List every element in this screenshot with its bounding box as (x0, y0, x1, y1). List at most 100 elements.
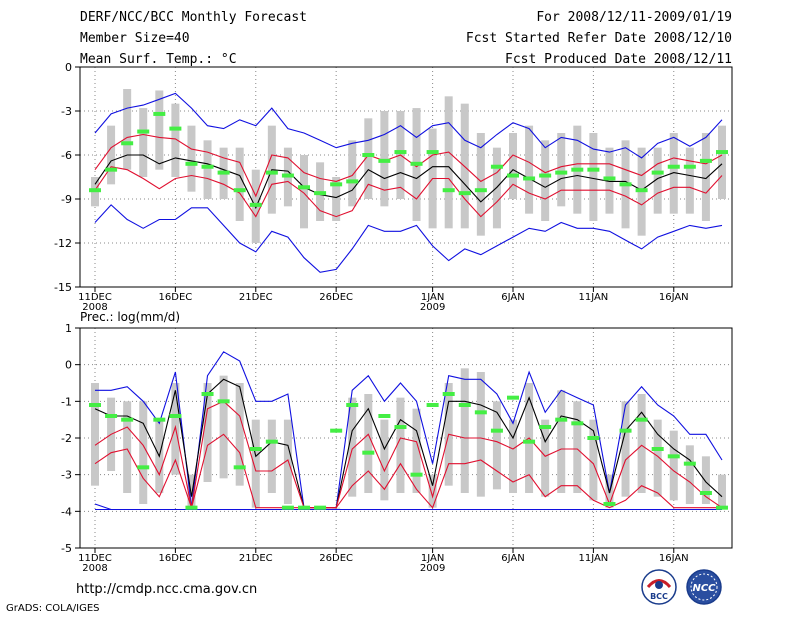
prec-ytick-label: 1 (65, 322, 72, 335)
prec-xtick-label: 26DEC (319, 553, 353, 564)
bcc-logo-text: BCC (650, 592, 668, 601)
temp-marker (121, 141, 134, 146)
prec-marker (281, 505, 294, 510)
temp-series-max (94, 92, 723, 159)
temp-spread-box (364, 118, 373, 199)
temp-marker (587, 167, 600, 172)
temp-marker (651, 170, 664, 175)
temp-ytick-label: -3 (61, 105, 72, 118)
prec-xtick-label: 16DEC (159, 553, 193, 564)
temp-ytick-label: 0 (65, 61, 72, 74)
prec-series-upper (94, 400, 723, 509)
temp-marker (539, 173, 552, 178)
prec-year-label: 2009 (420, 563, 445, 574)
prec-xtick-label: 16JAN (659, 553, 689, 564)
prec-spread-box (235, 383, 244, 486)
temp-marker (474, 188, 487, 193)
header-right: For 2008/12/11-2009/01/19 Fcst Started R… (466, 9, 732, 72)
temp-spread-box (107, 125, 116, 185)
temp-marker (410, 161, 423, 166)
prec-marker (314, 505, 327, 510)
prec-spread-box (701, 456, 710, 504)
prec-spread-box (509, 419, 517, 493)
temp-marker (249, 202, 262, 207)
prec-marker (651, 447, 664, 451)
temp-marker (571, 167, 584, 172)
temp-year-label: 2008 (82, 302, 107, 313)
temp-ytick-label: -9 (61, 193, 72, 206)
prec-marker (346, 403, 359, 407)
prec-marker (362, 450, 375, 455)
temp-marker (523, 176, 536, 181)
temp-marker (217, 170, 230, 175)
temp-spread-box (605, 147, 614, 214)
temp-ytick-label: -15 (54, 281, 72, 294)
prec-spread-box (460, 368, 469, 493)
prec-marker (603, 502, 616, 506)
prec-marker (217, 399, 230, 404)
temp-spread-box (300, 155, 308, 229)
prec-spread-box (589, 419, 598, 501)
prec-marker (410, 472, 423, 477)
temp-marker (507, 173, 519, 178)
prec-xtick-label: 6JAN (501, 553, 524, 564)
temp-marker (105, 167, 118, 172)
temp-marker (314, 191, 327, 196)
prec-marker (619, 428, 632, 433)
temp-xtick-label: 16DEC (159, 292, 193, 303)
produced-date: Fcst Produced Date 2008/12/11 (505, 52, 732, 67)
temp-xtick-label: 6JAN (501, 292, 524, 303)
prec-xtick-label: 21DEC (239, 553, 273, 564)
header-left: DERF/NCC/BCC Monthly Forecast Member Siz… (80, 9, 307, 72)
temp-spread-box (332, 177, 341, 221)
temp-year-label: 2009 (420, 302, 445, 313)
temp-spread-box (718, 125, 726, 199)
prec-spread-box (219, 375, 228, 479)
temp-spread-box (171, 103, 180, 177)
temp-series-upper (94, 133, 723, 198)
prec-marker (699, 491, 712, 495)
temp-marker (298, 185, 310, 190)
prec-spread-box (685, 445, 694, 504)
prec-spread-box (91, 383, 99, 486)
temp-spread-box (187, 125, 196, 192)
temp-ytick-label: -6 (61, 149, 72, 162)
prec-marker (442, 392, 455, 396)
prec-marker (298, 505, 310, 510)
prec-marker (137, 465, 150, 470)
prec-spread-box (637, 394, 646, 493)
prec-spread-box (139, 401, 148, 504)
grads-credit: GrADS: COLA/IGES (6, 603, 100, 614)
prec-xtick-label: 1JAN (421, 553, 444, 564)
bcc-logo: BCC (641, 569, 677, 605)
temp-spread-box (203, 140, 212, 199)
temp-marker (555, 170, 568, 175)
temp-marker (265, 170, 278, 175)
source-url[interactable]: http://cmdp.ncc.cma.gov.cn (76, 582, 258, 597)
prec-marker (539, 425, 552, 429)
temp-marker (330, 182, 343, 187)
prec-ytick-label: -5 (61, 542, 72, 555)
prec-spread-box (187, 474, 196, 508)
prec-marker (683, 461, 696, 466)
temp-marker (683, 164, 696, 169)
prec-spread-box (476, 372, 485, 497)
started-date: Fcst Started Refer Date 2008/12/10 (465, 31, 732, 46)
temp-xtick-label: 1JAN (421, 292, 444, 303)
prec-spread-box (123, 401, 132, 493)
prec-series-lower (94, 433, 722, 510)
prec-marker (233, 465, 246, 470)
chart-title: DERF/NCC/BCC Monthly Forecast (80, 10, 307, 25)
prec-marker (458, 403, 471, 407)
prec-spread-box (251, 419, 260, 508)
temp-marker (89, 188, 101, 193)
prec-marker (153, 417, 166, 422)
prec-marker (667, 454, 680, 459)
prec-spread-box (557, 390, 566, 493)
temp-spread-box (701, 133, 710, 221)
prec-marker (105, 414, 118, 418)
temp-xtick-label: 26DEC (319, 292, 353, 303)
variable-label: Mean Surf. Temp.: °C (80, 52, 237, 67)
temp-xtick-label: 11DEC (78, 292, 112, 303)
